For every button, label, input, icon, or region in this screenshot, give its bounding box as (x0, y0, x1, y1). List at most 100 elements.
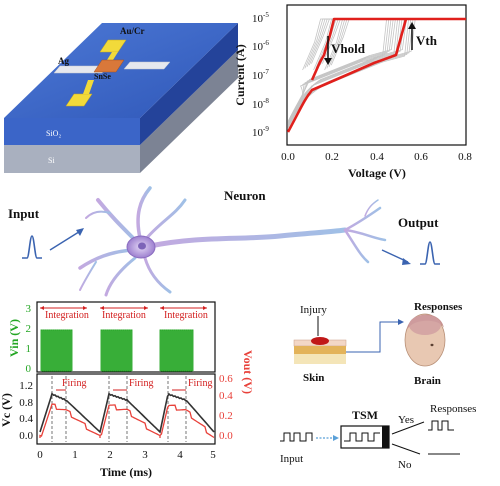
integration-bracket: Integration (100, 306, 148, 321)
vth-annotation: Vth (416, 33, 438, 48)
iv-xtick: 0.8 (458, 151, 472, 163)
output-spike-icon (420, 241, 440, 265)
iv-ytick: 10-5 (252, 11, 269, 25)
tsm-label: TSM (352, 408, 378, 422)
integration-label: Integration (164, 310, 208, 321)
vc-ytick: 0.4 (19, 413, 33, 425)
wound-icon (311, 337, 329, 345)
ag-label: Ag (58, 56, 69, 66)
iv-ytick: 10-6 (252, 39, 269, 53)
dendrite (96, 198, 140, 245)
vout-ytick: 0.4 (219, 390, 233, 402)
auc-stem-top (107, 52, 118, 60)
vc-xtick: 5 (210, 449, 216, 461)
vin-ytick: 2 (26, 323, 32, 335)
svg-text:10-8: 10-8 (252, 97, 269, 111)
vc-ytick: 1.2 (19, 380, 33, 392)
device-schematic: Au/Cr Ag SnSe SiO₂ Si (4, 23, 238, 173)
output-arrow-head (402, 258, 411, 265)
svg-text:10-5: 10-5 (252, 11, 269, 25)
snse-channel (93, 59, 125, 73)
iv-plot-frame (286, 4, 467, 146)
iv-xlabel: Voltage (V) (348, 166, 406, 180)
iv-ylabel: Current (A) (233, 44, 247, 105)
vc-ytick: 0.8 (19, 397, 33, 409)
si-label: Si (48, 156, 55, 165)
vc-xtick: 3 (142, 449, 148, 461)
brain-label: Brain (414, 375, 441, 387)
skin-to-brain-arrow-head (398, 319, 404, 325)
vout-ytick: 0.2 (219, 410, 233, 422)
neuron-illustration: Neuron Input Output (8, 186, 440, 297)
input-spike-icon (22, 235, 42, 259)
flow-input-label: Input (280, 453, 303, 465)
iv-xtick: 0.6 (414, 151, 428, 163)
vc-xlabel: Time (ms) (100, 465, 152, 479)
si-layer-side (140, 50, 238, 173)
yes-branch-line (391, 421, 425, 435)
device-top-face (4, 23, 238, 118)
iv-xtick: 0.4 (370, 151, 384, 163)
no-branch-line (391, 443, 421, 455)
brain-icon (409, 315, 441, 335)
dendrite (143, 256, 172, 294)
vc-xtick: 0 (37, 449, 43, 461)
input-to-tsm-arrow-head (333, 435, 339, 441)
vin-chart: Integration Integration Integration 0 1 … (7, 301, 216, 375)
skin-to-brain-connector (346, 321, 400, 353)
vout-ytick: 0.0 (219, 430, 233, 442)
iv-xtick: 0.2 (325, 151, 339, 163)
output-label: Output (398, 215, 439, 230)
si-layer-front (4, 145, 140, 173)
svg-text:10-9: 10-9 (252, 125, 269, 139)
firing-label: Firing (62, 378, 86, 389)
iv-ytick: 10-8 (252, 97, 269, 111)
vth-arrow-head (408, 22, 416, 29)
head-icon (404, 313, 446, 367)
iv-ytick: 10-7 (252, 68, 269, 82)
dendrite (79, 261, 97, 291)
iv-main-curve (286, 17, 466, 133)
vout-ytick: 0.6 (219, 373, 233, 385)
no-label: No (398, 459, 412, 471)
dendrite (136, 186, 152, 240)
input-arrow (49, 229, 83, 251)
sio2-layer-side (140, 23, 238, 145)
firing-label: Firing (129, 378, 153, 389)
axon-terminal (364, 199, 379, 217)
vc-ylabel: Vc (V) (0, 393, 13, 427)
iv-xtick: 0.0 (281, 151, 295, 163)
axon (147, 227, 348, 249)
svg-text:10-7: 10-7 (252, 68, 269, 82)
input-arrow-head (76, 228, 84, 236)
ag-contact-right (123, 61, 171, 70)
yes-output-pulses (428, 420, 454, 431)
tsm-box (340, 425, 390, 449)
dendrite (143, 198, 187, 242)
svg-text:10-6: 10-6 (252, 39, 269, 53)
flow-input-pulses (280, 432, 313, 442)
vhold-annotation: Vhold (331, 41, 366, 56)
vout-ylabel: Vout (V) (241, 350, 255, 394)
vc-ytick: 0.0 (19, 430, 33, 442)
vin-ytick: 0 (26, 363, 32, 375)
iv-chart: Vhold Vth 10-5 10-6 10-7 10-8 10-9 0.0 0… (233, 4, 472, 180)
snse-label: SnSe (94, 72, 111, 81)
dendrite (85, 210, 111, 219)
axon-terminal (343, 206, 382, 232)
vin-ylabel: Vin (V) (7, 319, 21, 357)
auc-stem-bottom (83, 80, 94, 94)
vc-xtick: 1 (72, 449, 78, 461)
axon-terminal (343, 228, 370, 264)
injury-label: Injury (300, 304, 327, 316)
sio2-label: SiO₂ (46, 129, 61, 138)
integration-label: Integration (45, 310, 89, 321)
integration-bracket: Integration (160, 306, 208, 321)
axon-terminal (343, 228, 387, 242)
vc-chart: Firing Firing Firing 0.0 0.4 0.8 1.2 Vc … (0, 350, 255, 479)
vin-pulse-trains (40, 329, 194, 372)
tsm-waveform (344, 432, 380, 442)
tsm-flow: Input TSM Yes Responses No (280, 403, 476, 471)
yes-label: Yes (398, 414, 414, 426)
